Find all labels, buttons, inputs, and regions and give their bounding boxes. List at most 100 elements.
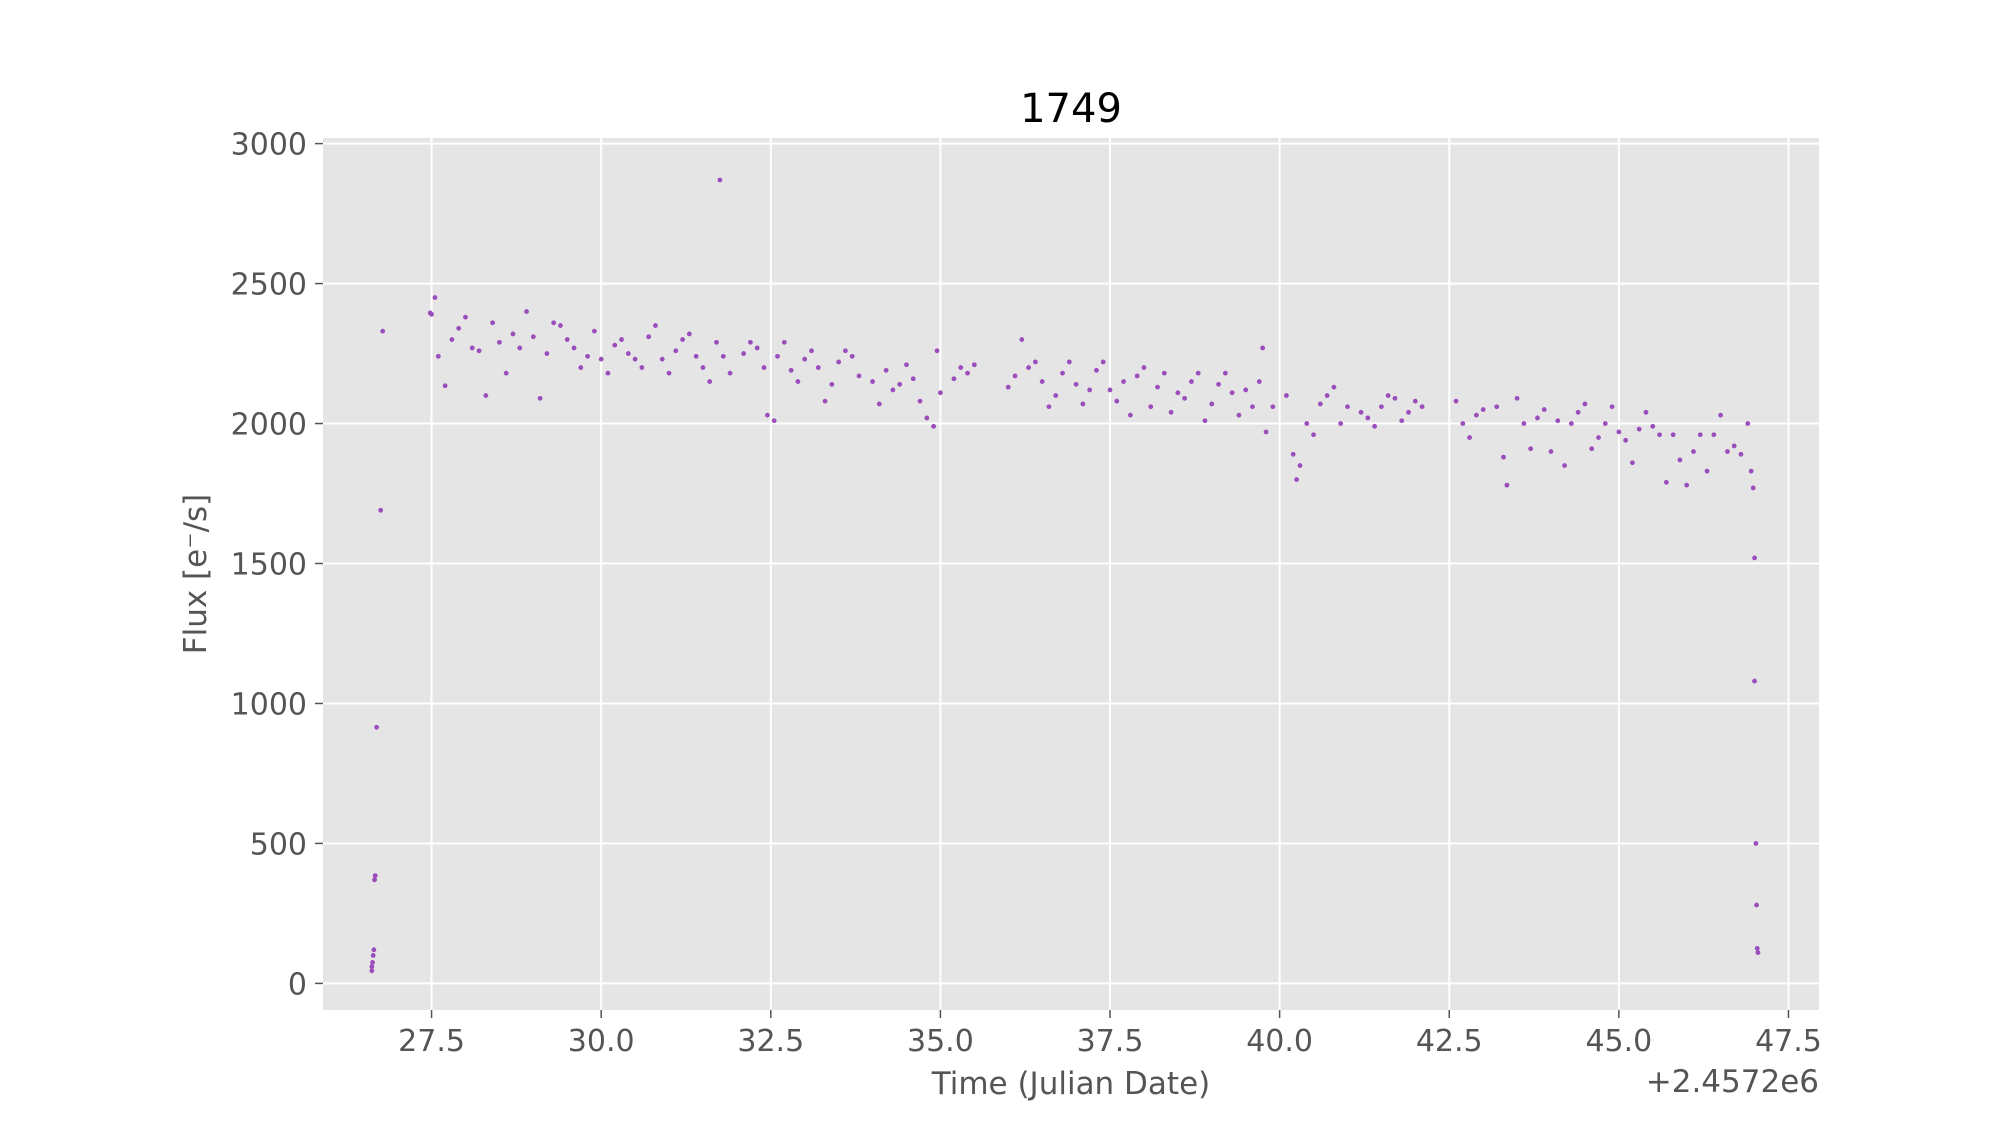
data-point <box>551 320 557 326</box>
data-point <box>1032 359 1038 365</box>
data-point <box>802 356 808 362</box>
data-point <box>937 390 943 396</box>
data-point <box>666 370 672 376</box>
data-point <box>1304 421 1310 426</box>
data-point <box>429 311 434 317</box>
data-point <box>1609 404 1615 410</box>
data-point <box>836 359 842 365</box>
data-point <box>1345 404 1350 410</box>
data-point <box>1026 365 1031 370</box>
x-tick-label: 37.5 <box>1077 1024 1144 1059</box>
data-point <box>625 351 631 356</box>
data-point <box>1412 398 1418 404</box>
data-point <box>1161 370 1167 376</box>
data-point <box>1134 373 1140 379</box>
data-point <box>856 373 862 379</box>
data-point <box>1250 404 1255 410</box>
data-point <box>1494 404 1500 410</box>
data-point <box>686 331 692 337</box>
data-point <box>717 177 723 183</box>
data-point <box>1753 841 1759 846</box>
data-point <box>503 370 509 376</box>
data-point <box>1750 485 1756 491</box>
data-point <box>958 365 964 370</box>
data-point <box>1528 446 1534 452</box>
data-point <box>1080 401 1086 407</box>
data-point <box>1630 460 1635 466</box>
data-point <box>809 348 814 354</box>
data-point <box>1297 463 1303 468</box>
y-tick-label: 1500 <box>231 548 307 583</box>
data-point <box>815 365 821 370</box>
data-point <box>1290 451 1296 457</box>
data-point <box>442 383 448 389</box>
data-point <box>1643 409 1649 415</box>
data-point <box>1019 337 1025 342</box>
data-point <box>1562 463 1567 468</box>
data-point <box>890 387 896 393</box>
x-tick-label: 35.0 <box>907 1024 974 1059</box>
data-point <box>1480 407 1486 412</box>
x-tick-label: 40.0 <box>1246 1024 1313 1059</box>
data-point <box>1392 395 1398 401</box>
data-point <box>934 348 940 354</box>
data-point <box>775 353 780 359</box>
data-point <box>1324 393 1330 398</box>
data-point <box>369 968 375 974</box>
data-point <box>463 314 468 320</box>
data-point <box>1748 468 1754 474</box>
data-point <box>795 379 801 384</box>
data-point <box>1467 435 1472 440</box>
data-point <box>707 379 713 384</box>
data-point <box>897 381 903 387</box>
data-point <box>1358 409 1364 415</box>
data-point <box>1121 379 1126 384</box>
data-point <box>1311 432 1316 438</box>
data-point <box>1202 418 1208 424</box>
data-point <box>1060 370 1065 376</box>
data-point <box>764 412 770 418</box>
data-point <box>1596 435 1601 440</box>
data-points <box>369 177 1761 974</box>
data-point <box>1555 418 1561 424</box>
data-point <box>370 960 375 965</box>
data-point <box>1256 379 1262 384</box>
y-tick-label: 2000 <box>231 408 307 443</box>
y-tick-label: 3000 <box>231 128 307 163</box>
y-tick-label: 2500 <box>231 268 307 303</box>
data-point <box>619 337 624 342</box>
data-point <box>591 328 597 334</box>
data-point <box>632 356 638 362</box>
data-point <box>585 353 590 359</box>
data-point <box>578 365 584 370</box>
data-point <box>1589 446 1595 452</box>
y-tick-label: 0 <box>288 967 307 1002</box>
data-point <box>1691 449 1696 454</box>
data-point <box>1745 421 1751 426</box>
data-point <box>693 353 699 359</box>
data-point <box>1378 404 1384 410</box>
data-point <box>1406 409 1411 415</box>
data-point <box>781 339 787 345</box>
data-point <box>1738 451 1744 457</box>
data-point <box>1657 432 1662 438</box>
data-point <box>1731 443 1737 449</box>
chart-title: 1749 <box>1020 86 1122 132</box>
data-point <box>1094 367 1099 373</box>
data-point <box>612 342 618 348</box>
x-tick-label: 45.0 <box>1585 1024 1652 1059</box>
data-point <box>1754 902 1759 908</box>
data-point <box>924 415 930 421</box>
x-axis-label: Time (Julian Date) <box>931 1066 1211 1102</box>
data-point <box>1243 387 1249 393</box>
data-point <box>1209 401 1215 407</box>
data-point <box>771 418 777 424</box>
data-point <box>370 953 376 958</box>
data-point <box>1541 407 1547 412</box>
data-point <box>380 328 386 334</box>
data-point <box>714 339 719 345</box>
data-point <box>1602 421 1608 426</box>
data-point <box>1005 384 1011 390</box>
data-point <box>971 362 977 368</box>
